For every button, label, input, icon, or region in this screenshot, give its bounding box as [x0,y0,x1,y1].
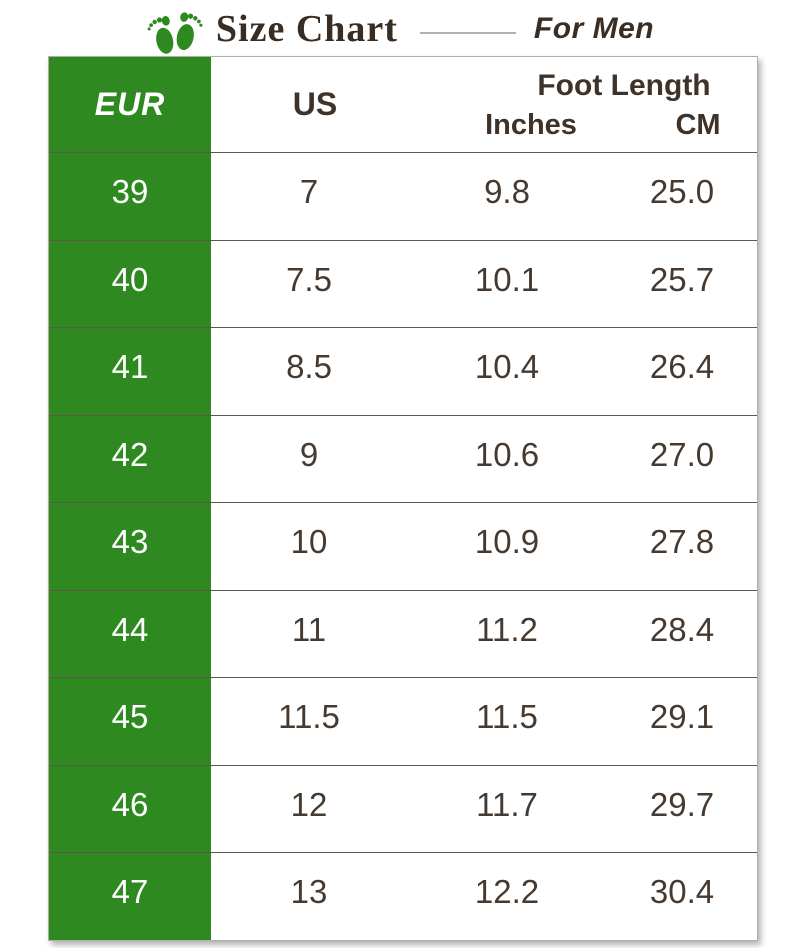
table-row: 41 8.5 10.4 26.4 [49,327,757,415]
inches-value: 10.9 [474,523,540,561]
eur-value: 44 [49,590,211,677]
eur-value: 47 [49,853,211,940]
table-row: 44 11 11.2 28.4 [49,589,757,677]
eur-value: 40 [49,240,211,327]
cm-value: 29.7 [649,785,715,823]
us-value: 8.5 [286,348,332,386]
table-row: 43 10 10.9 27.8 [49,502,757,590]
cm-value: 27.8 [649,523,715,561]
us-value: 11 [291,610,327,648]
audience-label: For Men [533,12,655,45]
eur-value: 39 [49,153,211,240]
column-header-cm: CM [675,108,721,141]
us-value: 11.5 [278,698,340,736]
inches-value: 10.1 [474,260,540,298]
cm-value: 26.4 [649,348,715,386]
us-value: 10 [290,523,328,561]
title-bar: Size Chart For Men [0,0,800,56]
us-value: 9 [299,435,319,473]
table-row: 39 7 9.8 25.0 [49,152,757,240]
footprints-icon [145,11,204,54]
cm-value: 28.4 [649,610,715,648]
eur-value: 41 [49,328,211,415]
inches-value: 11.2 [476,610,538,648]
page-title: Size Chart [215,8,398,50]
table-row: 40 7.5 10.1 25.7 [49,239,757,327]
eur-value: 46 [49,765,211,852]
table-header-row: EUR US Foot Length Inches CM [49,57,757,152]
inches-value: 11.5 [476,698,538,736]
size-chart-table: EUR US Foot Length Inches CM 39 7 9.8 25… [48,56,758,941]
title-divider-line [419,32,516,34]
table-row: 47 13 12.2 30.4 [49,852,757,940]
us-value: 13 [290,873,328,911]
cm-value: 27.0 [649,435,715,473]
eur-value: 42 [49,415,211,502]
us-value: 7 [299,173,319,211]
column-header-foot-length-group: Foot Length Inches CM [407,57,757,152]
eur-value: 43 [49,503,211,590]
table-row: 42 9 10.6 27.0 [49,414,757,502]
column-header-foot-length: Foot Length [537,68,711,102]
inches-value: 9.8 [484,173,530,211]
inches-value: 11.7 [476,785,538,823]
cm-value: 30.4 [649,873,715,911]
inches-value: 10.6 [474,435,540,473]
table-row: 46 12 11.7 29.7 [49,764,757,852]
column-header-us: US [292,86,338,122]
column-header-inches: Inches [485,108,577,141]
cm-value: 29.1 [649,698,715,736]
cm-value: 25.0 [649,173,715,211]
table-row: 45 11.5 11.5 29.1 [49,677,757,765]
eur-value: 45 [49,678,211,765]
us-value: 7.5 [286,260,332,298]
inches-value: 12.2 [474,873,540,911]
cm-value: 25.7 [649,260,715,298]
us-value: 12 [290,785,328,823]
inches-value: 10.4 [474,348,540,386]
column-header-eur: EUR [49,57,211,152]
